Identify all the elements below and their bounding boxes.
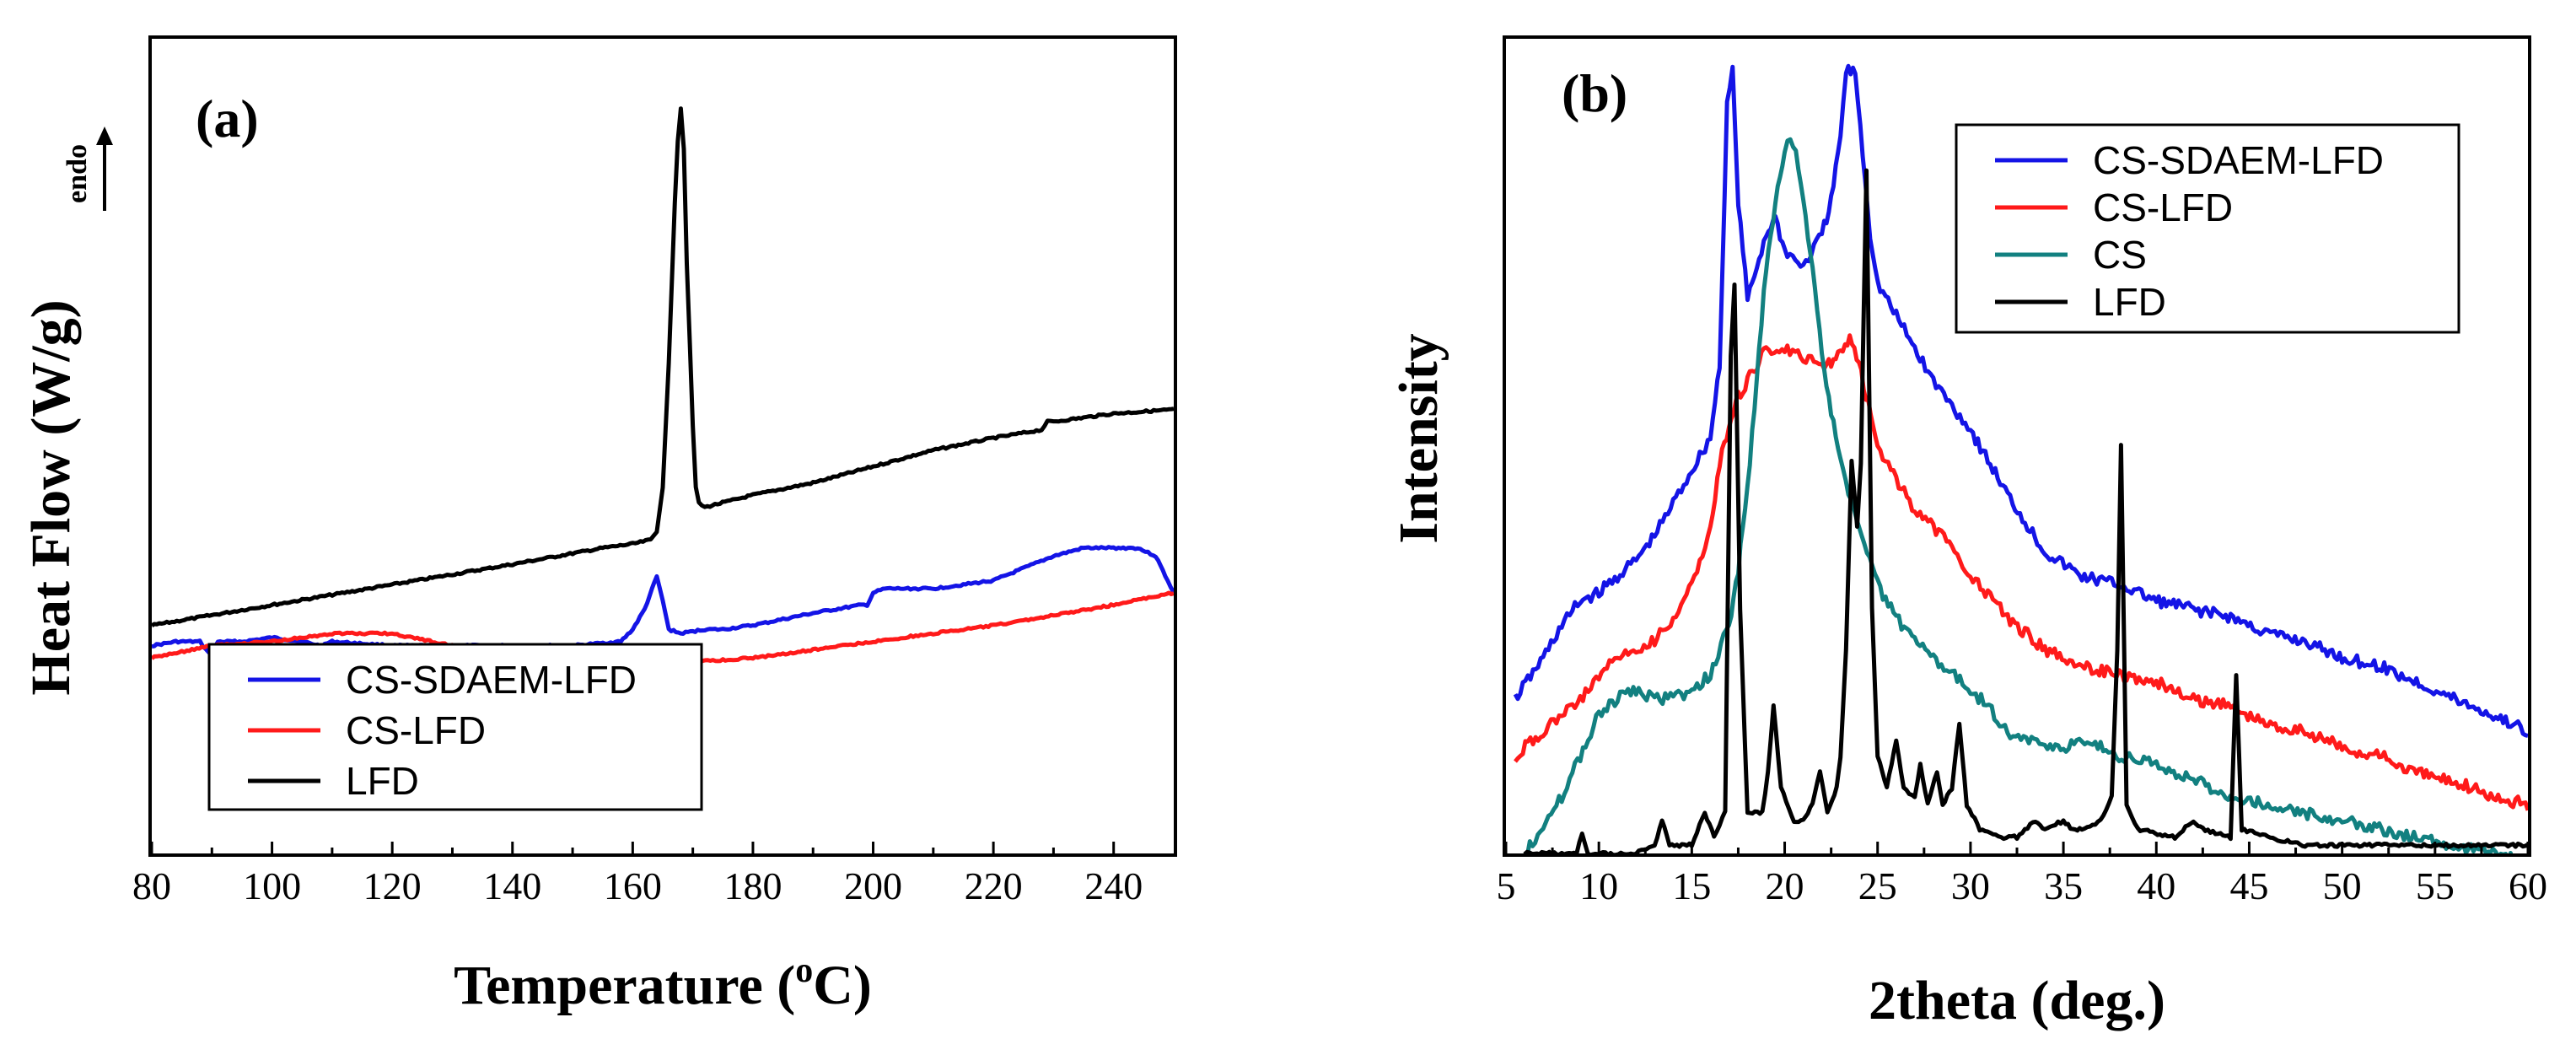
legend-label: CS-LFD: [2093, 186, 2233, 229]
dsc-x-ticks: 80 100 120 140 160 180 200 220 240: [132, 842, 1143, 907]
legend-label: LFD: [346, 759, 419, 803]
endo-arrowhead-icon: [96, 126, 113, 145]
legend-label: CS: [2093, 233, 2147, 277]
x-tick-label: 160: [604, 864, 662, 907]
xrd-x-ticks: 5 10 15 20 25 30 35 40 45 50 55 60: [1497, 842, 2547, 907]
dsc-x-axis-title-sup: o: [795, 951, 813, 990]
series-line-cs-lfd: [1514, 333, 2528, 811]
xrd-x-axis-title: 2theta (deg.): [1869, 970, 2165, 1031]
legend-label: LFD: [2093, 280, 2166, 324]
x-tick-label: 60: [2509, 864, 2547, 907]
dsc-legend: CS-SDAEM-LFD CS-LFD LFD: [207, 643, 703, 811]
legend-box: [207, 643, 703, 811]
legend-label: CS-SDAEM-LFD: [2093, 138, 2384, 182]
xrd-chart: 5 10 15 20 25 30 35 40 45 50 55 60 (b) 2theta (deg.…: [1388, 35, 2547, 1031]
dsc-x-axis-title-main: Temperature (: [454, 955, 795, 1016]
x-tick-label: 25: [1858, 864, 1897, 907]
dsc-panel-label: (a): [196, 89, 259, 148]
endo-label: endo: [62, 144, 93, 203]
dsc-x-axis-title-tail: C): [813, 955, 872, 1016]
x-tick-label: 40: [2137, 864, 2175, 907]
series-line-lfd: [152, 106, 1174, 627]
legend-label: CS-SDAEM-LFD: [346, 658, 637, 702]
x-tick-label: 50: [2323, 864, 2362, 907]
x-tick-label: 200: [844, 864, 902, 907]
x-tick-label: 35: [2044, 864, 2083, 907]
legend-label: CS-LFD: [346, 708, 486, 752]
dsc-plot-frame: [148, 35, 1177, 857]
series-line-cs-sdaem-lfd: [1513, 63, 2528, 738]
x-tick-label: 10: [1579, 864, 1618, 907]
endo-annotation: endo: [62, 126, 113, 211]
x-tick-label: 80: [132, 864, 171, 907]
x-tick-label: 45: [2229, 864, 2268, 907]
x-tick-label: 20: [1766, 864, 1804, 907]
series-line-cs: [1525, 137, 2514, 853]
x-tick-label: 220: [965, 864, 1023, 907]
dsc-x-axis-title: Temperature (oC): [454, 951, 872, 1016]
x-tick-label: 240: [1084, 864, 1143, 907]
dsc-chart: 80 100 120 140 160 180 200 220 240 (a) Temperatu…: [20, 35, 1177, 1016]
x-tick-label: 180: [723, 864, 782, 907]
xrd-series-layer: [1513, 63, 2528, 853]
x-tick-label: 100: [243, 864, 301, 907]
x-tick-label: 140: [483, 864, 541, 907]
x-tick-label: 15: [1672, 864, 1711, 907]
x-tick-label: 5: [1497, 864, 1516, 907]
x-tick-label: 30: [1951, 864, 1990, 907]
xrd-y-axis-title: Intensity: [1388, 333, 1449, 543]
xrd-panel-label: (b): [1562, 63, 1627, 123]
dsc-series-layer: [152, 106, 1174, 670]
dsc-y-axis-title: Heat Flow (W/g): [20, 299, 82, 695]
x-tick-label: 120: [363, 864, 422, 907]
x-tick-label: 55: [2416, 864, 2455, 907]
